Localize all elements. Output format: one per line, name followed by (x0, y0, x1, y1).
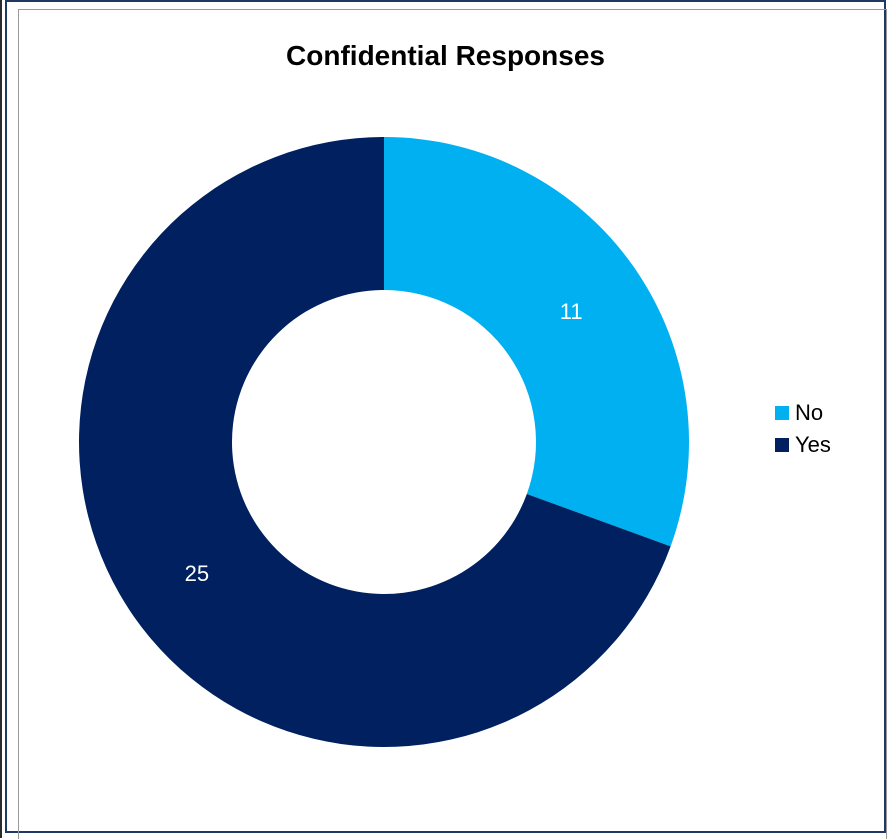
chart-legend: No Yes (775, 398, 831, 462)
chart-title: Confidential Responses (286, 40, 605, 71)
legend-item-no: No (775, 398, 831, 428)
outer-left-border (0, 0, 2, 838)
data-label-yes: 25 (185, 561, 209, 586)
legend-label-yes: Yes (795, 432, 831, 457)
donut-data-labels: 11 25 (185, 299, 583, 586)
legend-label-no: No (795, 400, 824, 425)
donut-slices (79, 137, 690, 747)
legend-item-yes: Yes (775, 430, 831, 460)
donut-slice-yes (79, 137, 671, 747)
donut-slice-no (384, 137, 690, 547)
legend-swatch-yes (775, 438, 789, 452)
data-label-no: 11 (560, 299, 583, 324)
legend-swatch-no (775, 406, 789, 420)
chart-area-border (18, 9, 887, 839)
